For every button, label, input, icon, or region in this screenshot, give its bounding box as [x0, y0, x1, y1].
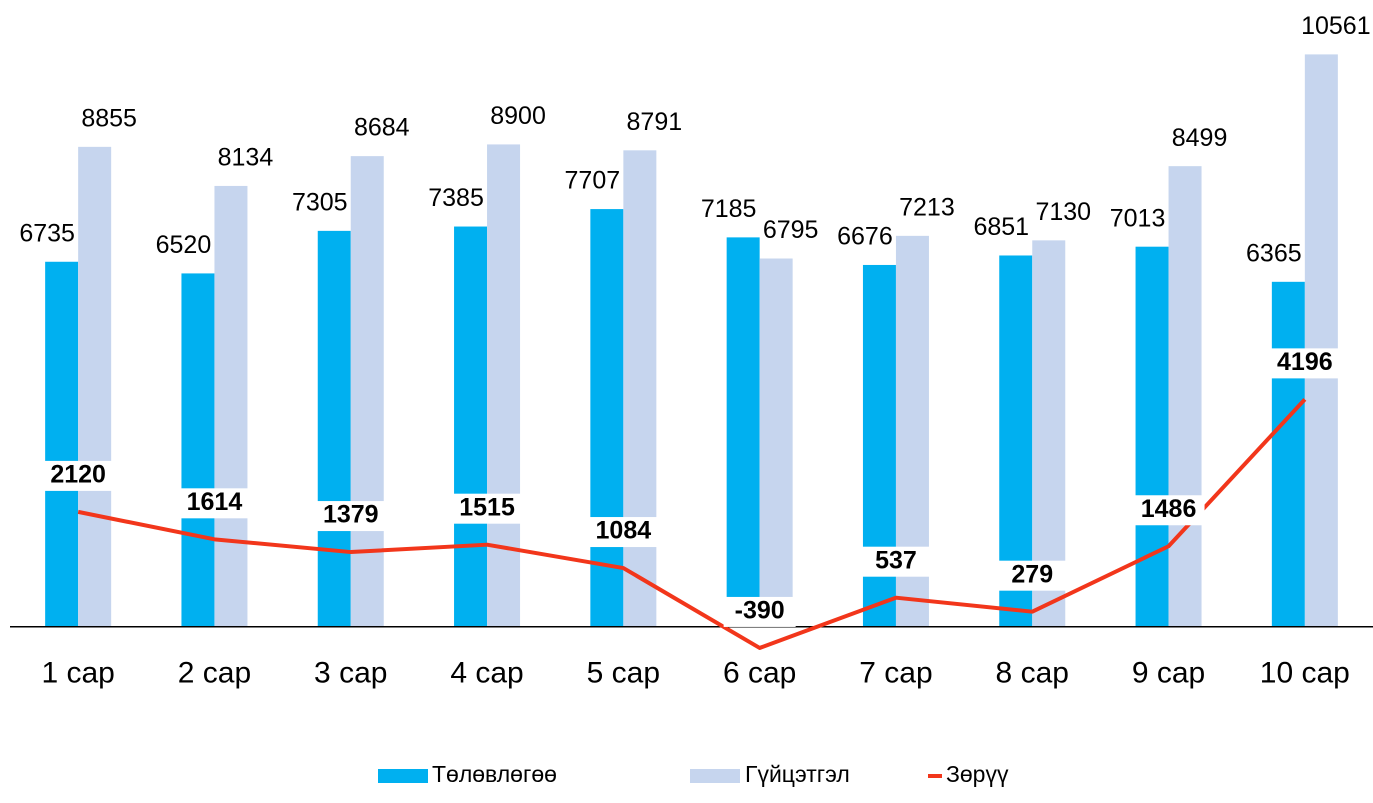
bar-label: 7130 — [1035, 198, 1091, 226]
line-label: 2120 — [50, 461, 106, 489]
bar-label: 8855 — [81, 104, 137, 132]
label-bg — [1268, 348, 1341, 379]
label-bg — [42, 460, 115, 491]
label-bg — [178, 488, 251, 519]
bar — [590, 209, 624, 627]
line-label: 1486 — [1141, 495, 1197, 523]
label-bg — [996, 560, 1069, 591]
bar-label: 8134 — [218, 144, 274, 172]
x-tick-label: 7 сар — [859, 657, 932, 690]
bar-label: 6365 — [1246, 239, 1302, 267]
line-label: 1614 — [187, 488, 243, 516]
bar — [1271, 281, 1305, 627]
bar-label: 7305 — [292, 188, 348, 216]
bar — [1135, 246, 1169, 627]
line-label: 1084 — [596, 517, 652, 545]
bar — [78, 146, 112, 627]
bar-label: 7185 — [701, 195, 757, 223]
legend-swatch — [378, 769, 428, 783]
bar — [1168, 166, 1202, 627]
bar-label: 10561 — [1301, 12, 1371, 40]
x-tick-label: 5 сар — [587, 657, 660, 690]
line — [77, 398, 1307, 650]
bar — [181, 273, 215, 627]
bar-label: 7213 — [899, 193, 955, 221]
bar-label: 6520 — [156, 231, 212, 259]
legend-label: Зөрүү — [946, 761, 1009, 787]
bar-label: 7385 — [428, 184, 484, 212]
x-tick-label: 9 сар — [1132, 657, 1205, 690]
bar — [45, 261, 79, 627]
bar-label: 6735 — [19, 219, 75, 247]
bar — [726, 237, 760, 627]
line-label: 279 — [1011, 560, 1053, 588]
bar — [214, 185, 248, 627]
line-label: 1379 — [323, 501, 379, 529]
bar — [623, 150, 657, 627]
legend-swatch — [690, 769, 740, 783]
bar — [317, 230, 351, 627]
bar-label: 7707 — [565, 167, 621, 195]
bar-label: 6676 — [837, 223, 893, 251]
bar — [487, 144, 521, 627]
bar-label: 8684 — [354, 114, 410, 142]
legend-label: Гүйцэтгэл — [745, 761, 850, 787]
bar-label: 8499 — [1172, 124, 1228, 152]
x-tick-label: 6 сар — [723, 657, 796, 690]
label-bg — [859, 546, 932, 577]
line-label: 1515 — [459, 493, 515, 521]
bar-label: 8791 — [627, 108, 683, 136]
label-bg — [314, 501, 387, 532]
label-bg — [723, 596, 796, 627]
label-bg — [1132, 495, 1205, 526]
legend-label: Төлөвлөгөө — [432, 761, 557, 787]
label-bg — [451, 493, 524, 524]
x-tick-label: 8 сар — [996, 657, 1069, 690]
label-bg — [587, 517, 660, 548]
bar-label: 7013 — [1110, 204, 1166, 232]
x-tick-label: 4 сар — [450, 657, 523, 690]
x-tick-label: 10 сар — [1260, 657, 1350, 690]
line-label: 4196 — [1277, 348, 1333, 376]
bar — [1304, 54, 1338, 627]
line-label: -390 — [735, 597, 785, 625]
bar — [759, 258, 793, 627]
bar-label: 6795 — [763, 216, 819, 244]
bar — [454, 226, 488, 627]
x-tick-label: 3 сар — [314, 657, 387, 690]
line-label: 537 — [875, 546, 917, 574]
x-tick-label: 1 сар — [41, 657, 114, 690]
bar-label: 6851 — [973, 213, 1029, 241]
bar — [350, 156, 384, 627]
bar-label: 8900 — [490, 102, 546, 130]
x-tick-label: 2 сар — [178, 657, 251, 690]
